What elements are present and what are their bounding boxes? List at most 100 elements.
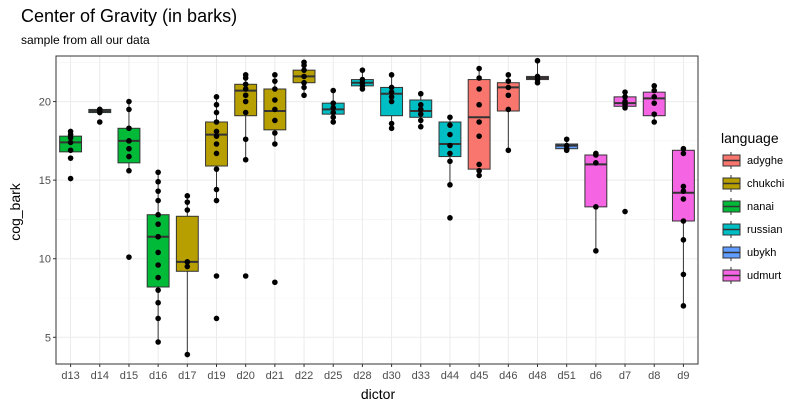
data-point — [272, 141, 278, 147]
legend-title: language — [721, 130, 779, 146]
data-point — [563, 136, 570, 143]
y-tick-label: 15 — [39, 175, 51, 187]
data-point — [388, 89, 395, 95]
data-point — [272, 86, 278, 92]
box-iqr — [438, 121, 462, 158]
data-point — [447, 182, 453, 188]
data-point — [417, 101, 424, 108]
x-tick-label-d45: d45 — [470, 370, 488, 382]
box-d15 — [117, 98, 141, 260]
box-d30 — [380, 72, 404, 132]
data-point — [155, 262, 161, 268]
data-point — [155, 274, 161, 281]
data-point — [155, 178, 161, 185]
data-point — [651, 94, 658, 100]
data-point — [680, 150, 687, 157]
x-tick-label-d15: d15 — [120, 370, 138, 382]
x-tick-label-d22: d22 — [295, 370, 313, 382]
box-d19 — [205, 94, 228, 322]
box-d25 — [321, 87, 345, 125]
y-tick-label: 20 — [39, 97, 51, 109]
data-point — [417, 106, 424, 113]
data-point — [184, 193, 191, 199]
data-point — [447, 122, 453, 128]
data-point — [155, 169, 161, 176]
data-point — [155, 197, 161, 204]
data-point — [301, 67, 307, 73]
y-tick-label: 10 — [39, 254, 51, 266]
y-axis: 5 10 15 20 — [39, 97, 56, 344]
data-point — [213, 94, 220, 100]
data-point — [242, 92, 249, 99]
data-point — [272, 78, 278, 84]
data-point — [680, 271, 687, 278]
x-tick-label-d14: d14 — [91, 370, 109, 382]
data-point — [505, 72, 512, 78]
data-point — [680, 237, 687, 243]
data-point — [330, 100, 337, 106]
data-point — [388, 98, 395, 105]
chart-subtitle: sample from all our data — [21, 33, 150, 47]
data-point — [155, 287, 161, 293]
box-d13 — [59, 128, 83, 182]
box-d17 — [175, 193, 199, 358]
data-point — [155, 188, 161, 194]
data-point — [301, 73, 307, 80]
x-tick-label-d30: d30 — [382, 370, 400, 382]
data-point — [417, 90, 424, 97]
data-point — [447, 215, 453, 221]
data-point — [242, 72, 249, 78]
box-d45 — [467, 65, 491, 179]
data-point — [96, 119, 103, 125]
data-point — [184, 351, 191, 358]
box-d28 — [350, 67, 374, 92]
data-point — [622, 89, 628, 95]
data-point — [213, 150, 220, 157]
legend-label-russian: russian — [747, 224, 782, 236]
data-point — [593, 160, 599, 166]
box-d51 — [555, 136, 579, 154]
data-point — [622, 208, 628, 215]
data-point — [301, 92, 307, 99]
data-point — [505, 92, 512, 99]
x-axis: d13 d14 d15 d16 d17 d19 d20 d21 d22 d25 d28 d30 d33 d… — [61, 364, 690, 382]
legend-label-ubykh: ubykh — [747, 247, 776, 259]
x-tick-label-d48: d48 — [528, 370, 546, 382]
data-point — [301, 79, 307, 86]
data-point — [476, 101, 482, 108]
data-point — [680, 303, 687, 309]
data-point — [476, 133, 482, 139]
box-d46 — [496, 72, 520, 154]
x-tick-label-d7: d7 — [619, 370, 631, 382]
data-point — [476, 86, 482, 92]
data-point — [67, 155, 74, 161]
box-d44 — [438, 114, 462, 221]
data-point — [242, 109, 249, 116]
data-point — [213, 119, 220, 125]
data-point — [447, 158, 453, 165]
data-point — [505, 147, 512, 154]
data-point — [155, 339, 161, 345]
data-point — [505, 106, 512, 113]
data-point — [242, 86, 249, 92]
data-point — [242, 136, 249, 143]
box-d48 — [526, 57, 549, 86]
data-point — [155, 249, 161, 256]
data-point — [67, 147, 74, 154]
legend-item-ubykh: ubykh — [722, 244, 776, 261]
data-point — [505, 84, 512, 91]
x-tick-label-d20: d20 — [237, 370, 255, 382]
data-point — [272, 106, 278, 113]
x-tick-label-d51: d51 — [558, 370, 576, 382]
data-point — [301, 84, 307, 91]
data-point — [67, 175, 74, 182]
data-point — [184, 207, 191, 213]
legend-item-adyghe: adyghe — [722, 152, 783, 169]
data-point — [447, 131, 453, 138]
data-point — [242, 156, 249, 163]
data-point — [184, 199, 191, 205]
box-d33 — [409, 90, 433, 130]
data-point — [476, 172, 482, 179]
x-tick-label-d44: d44 — [441, 370, 459, 382]
data-point — [126, 145, 132, 152]
